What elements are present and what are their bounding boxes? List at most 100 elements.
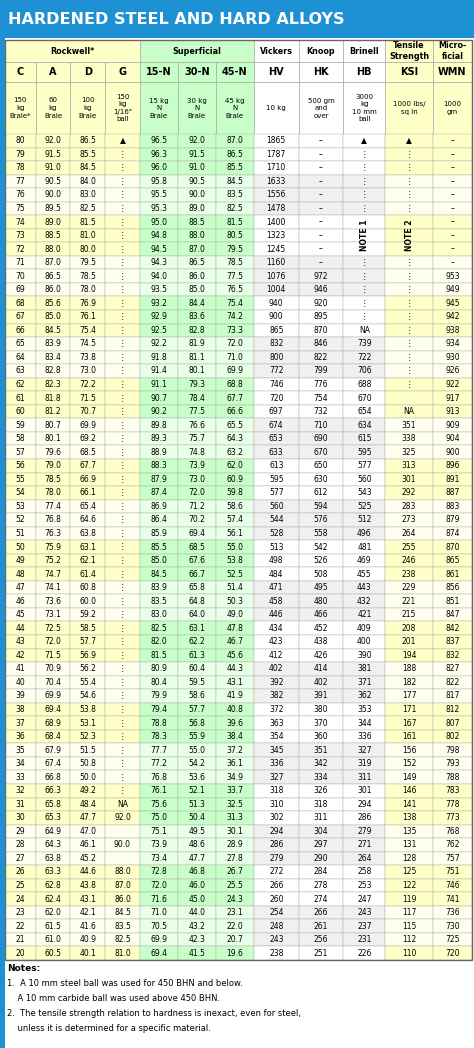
Bar — [433, 825, 472, 838]
Text: 237: 237 — [357, 921, 372, 931]
Text: 72: 72 — [16, 244, 25, 254]
Text: 778: 778 — [445, 800, 460, 809]
Bar — [254, 635, 299, 649]
Bar — [433, 175, 472, 189]
Text: 89.0: 89.0 — [188, 204, 205, 213]
Text: 88.5: 88.5 — [189, 218, 205, 226]
Bar — [5, 635, 36, 649]
Bar — [71, 82, 105, 134]
Text: 76.1: 76.1 — [150, 786, 167, 795]
Bar — [71, 445, 105, 459]
Bar — [36, 866, 71, 879]
Bar — [140, 310, 178, 324]
Text: 51.3: 51.3 — [188, 800, 205, 809]
Text: 44.0: 44.0 — [188, 909, 205, 917]
Text: 84.0: 84.0 — [79, 177, 96, 185]
Text: 46: 46 — [16, 596, 25, 606]
Text: 66.1: 66.1 — [79, 488, 96, 498]
Bar — [254, 310, 299, 324]
Bar — [178, 445, 216, 459]
Bar — [105, 189, 140, 201]
Text: 87.0: 87.0 — [45, 258, 62, 267]
Bar — [433, 527, 472, 540]
Bar — [36, 690, 71, 703]
Text: ⋮: ⋮ — [118, 150, 126, 159]
Bar — [140, 690, 178, 703]
Text: 110: 110 — [402, 948, 416, 958]
Bar — [433, 242, 472, 256]
Bar — [5, 743, 36, 757]
Text: –: – — [450, 244, 455, 254]
Text: 75: 75 — [16, 204, 25, 213]
Bar — [433, 391, 472, 405]
Text: 56: 56 — [16, 461, 25, 471]
Text: 258: 258 — [357, 868, 372, 876]
Bar — [36, 635, 71, 649]
Bar — [433, 581, 472, 594]
Bar — [5, 946, 36, 960]
Text: 69.9: 69.9 — [227, 367, 243, 375]
Bar — [105, 676, 140, 690]
Bar — [71, 811, 105, 825]
Bar — [105, 459, 140, 473]
Text: 246: 246 — [402, 556, 416, 565]
Bar — [36, 933, 71, 946]
Bar — [299, 500, 343, 514]
Bar — [385, 189, 433, 201]
Bar — [5, 175, 36, 189]
Bar — [216, 703, 254, 716]
Text: 60.8: 60.8 — [79, 583, 96, 592]
Bar — [140, 459, 178, 473]
Text: 83.9: 83.9 — [150, 583, 167, 592]
Bar — [385, 621, 433, 635]
Text: 119: 119 — [402, 895, 416, 903]
Text: 318: 318 — [269, 786, 283, 795]
Text: 64.3: 64.3 — [45, 840, 62, 849]
Bar — [71, 608, 105, 621]
Text: 65.5: 65.5 — [227, 420, 243, 430]
Text: 69.9: 69.9 — [45, 692, 62, 700]
Text: ⋮: ⋮ — [361, 204, 368, 213]
Bar — [254, 716, 299, 729]
Bar — [36, 527, 71, 540]
Text: 79: 79 — [16, 150, 25, 159]
Text: 47: 47 — [16, 583, 25, 592]
Text: 27.8: 27.8 — [227, 854, 243, 863]
Text: D: D — [84, 67, 92, 77]
Bar — [385, 676, 433, 690]
Bar — [5, 649, 36, 662]
Bar — [36, 351, 71, 365]
Bar — [71, 649, 105, 662]
Bar — [140, 351, 178, 365]
Text: 887: 887 — [445, 488, 460, 498]
Text: ⋮: ⋮ — [118, 543, 126, 551]
Text: 846: 846 — [314, 340, 328, 348]
Text: 87.4: 87.4 — [150, 488, 167, 498]
Bar — [343, 527, 385, 540]
Text: 55.0: 55.0 — [188, 745, 205, 755]
Text: 68.5: 68.5 — [79, 447, 96, 457]
Text: 94.3: 94.3 — [150, 258, 167, 267]
Bar — [140, 608, 178, 621]
Bar — [36, 743, 71, 757]
Bar — [140, 189, 178, 201]
Bar — [178, 391, 216, 405]
Text: 88.0: 88.0 — [189, 231, 205, 240]
Bar — [216, 635, 254, 649]
Bar — [71, 933, 105, 946]
Bar — [105, 825, 140, 838]
Text: 739: 739 — [357, 340, 372, 348]
Text: ⋮: ⋮ — [361, 312, 368, 322]
Text: 64.3: 64.3 — [227, 434, 243, 443]
Text: –: – — [319, 191, 323, 199]
Text: WMN: WMN — [438, 67, 467, 77]
Text: 53.8: 53.8 — [79, 705, 96, 714]
Text: 426: 426 — [314, 651, 328, 660]
Bar — [254, 365, 299, 377]
Bar — [140, 161, 178, 175]
Bar — [105, 811, 140, 825]
Bar — [385, 879, 433, 892]
Text: 65.8: 65.8 — [45, 800, 62, 809]
Text: ⋮: ⋮ — [118, 488, 126, 498]
Bar — [36, 879, 71, 892]
